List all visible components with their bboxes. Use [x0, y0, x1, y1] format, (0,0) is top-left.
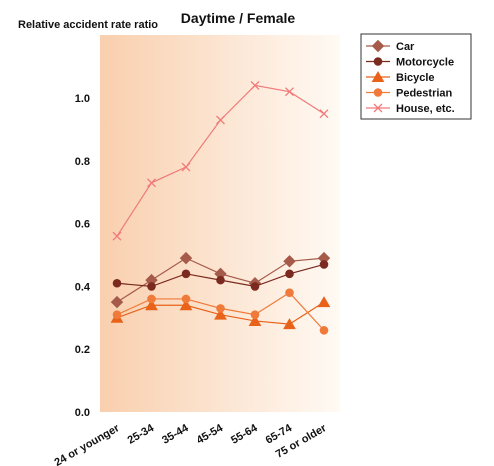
data-point — [181, 269, 191, 279]
legend-marker — [371, 71, 385, 82]
legend-item: Bicycle — [366, 71, 435, 84]
data-point — [179, 299, 193, 311]
data-point — [283, 255, 296, 268]
legend-item: Car — [366, 39, 415, 53]
legend-marker — [373, 88, 383, 97]
data-point — [250, 80, 260, 90]
data-point — [147, 282, 156, 291]
data-point — [283, 318, 296, 330]
series-4 — [112, 80, 329, 241]
data-point — [319, 109, 329, 119]
data-point — [285, 87, 294, 97]
legend-marker — [371, 39, 385, 53]
x-tick-label: 55-64 — [229, 422, 260, 447]
series-layer — [110, 80, 331, 335]
data-point — [250, 310, 260, 319]
data-point — [216, 115, 225, 125]
legend-label: Motorcycle — [396, 57, 454, 69]
x-tick-label: 45-54 — [195, 422, 226, 447]
legend: Car Motorcycle Bicycle Pedestrian House, etc… — [360, 33, 472, 120]
legend-item: Motorcycle — [366, 57, 454, 69]
data-point — [112, 231, 122, 241]
data-point — [145, 299, 158, 311]
legend-marker — [373, 103, 383, 113]
x-tick-label: 35-44 — [160, 422, 191, 447]
y-axis-label: Relative accident rate ratio — [18, 19, 158, 31]
y-tick-label: 0.4 — [75, 281, 91, 293]
series-0 — [110, 251, 331, 309]
data-point — [214, 308, 227, 320]
data-point — [147, 178, 156, 188]
data-point — [110, 295, 124, 309]
data-point — [319, 326, 329, 335]
legend-item: Pedestrian — [366, 88, 453, 100]
data-point — [179, 251, 193, 265]
series-3 — [112, 288, 329, 335]
data-point — [147, 294, 156, 304]
series-1 — [112, 260, 329, 291]
x-tick-label: 24 or younger — [52, 422, 122, 466]
data-point — [285, 288, 294, 297]
y-tick-label: 0.0 — [75, 407, 90, 419]
legend-marker — [373, 57, 383, 66]
legend-item: House, etc. — [366, 103, 455, 115]
x-tick-labels: 24 or younger 25-34 35-44 45-54 55-64 65-7475… — [52, 422, 329, 466]
data-point — [216, 275, 225, 285]
y-tick-label: 0.8 — [75, 156, 90, 168]
x-tick-label: 25-34 — [126, 422, 157, 447]
data-point — [112, 278, 122, 288]
data-point — [216, 304, 225, 313]
data-point — [285, 269, 294, 279]
data-point — [181, 162, 191, 172]
legend-label: Car — [396, 41, 415, 53]
legend-label: Bicycle — [396, 72, 435, 84]
y-tick-label: 1.0 — [75, 93, 90, 105]
legend-label: Pedestrian — [396, 88, 453, 100]
plot-background — [100, 35, 340, 412]
y-tick-labels: 0.0 0.2 0.4 0.6 0.8 1.0 — [75, 93, 91, 419]
data-point — [248, 314, 262, 326]
legend-label: House, etc. — [396, 103, 455, 115]
data-point — [112, 310, 122, 319]
data-point — [317, 296, 331, 308]
chart-title: Daytime / Female — [181, 10, 296, 26]
y-tick-label: 0.6 — [75, 219, 90, 231]
data-point — [181, 294, 191, 304]
data-point — [319, 260, 329, 269]
y-tick-label: 0.2 — [75, 344, 90, 356]
data-point — [250, 282, 260, 291]
